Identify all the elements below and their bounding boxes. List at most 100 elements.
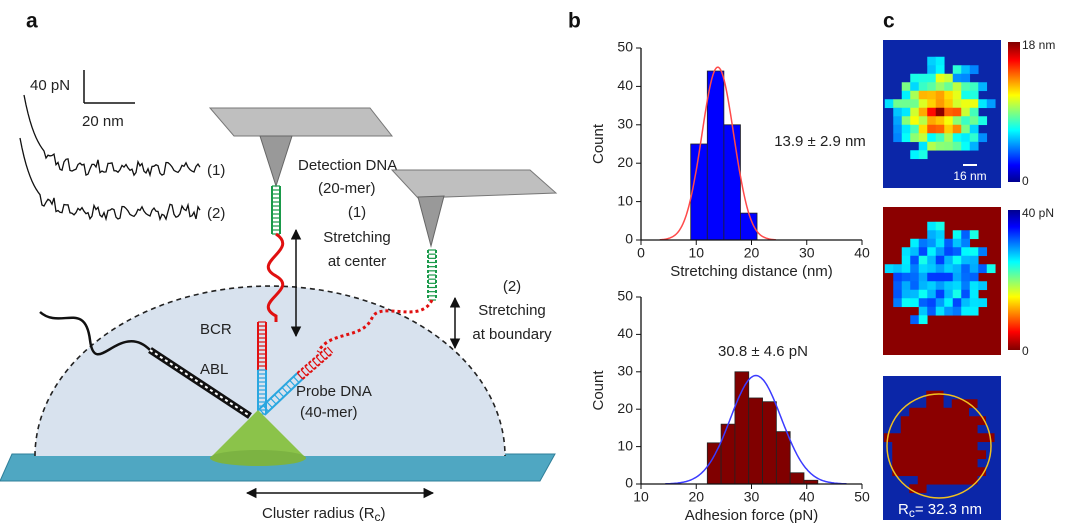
map-cell (969, 141, 979, 151)
map-cell (944, 99, 954, 109)
map-cell (926, 441, 936, 451)
map-cell (961, 230, 971, 240)
map-cell (961, 238, 971, 248)
map-cell (918, 141, 928, 151)
map-cell (893, 116, 903, 126)
map-cell (917, 484, 927, 494)
map-cell (917, 424, 927, 434)
axis-annotation: Cluster radius (Rc) (262, 505, 386, 524)
map-cell (935, 65, 945, 75)
map-cell (910, 90, 920, 100)
map-cell (927, 247, 937, 257)
y-tick-label: 10 (617, 437, 633, 453)
bar (706, 70, 725, 241)
scale-label: 16 nm (953, 169, 986, 183)
map-cell (909, 450, 919, 460)
panel-label: a (26, 10, 38, 33)
map-cell (927, 56, 937, 66)
map-cell (917, 450, 927, 460)
map-cell (892, 450, 902, 460)
map-cell (927, 99, 937, 109)
map-cell (978, 247, 988, 257)
map-cell (952, 298, 962, 308)
map-cell (961, 141, 971, 151)
map-cell (934, 458, 944, 468)
trace-label: (1) (207, 162, 225, 179)
y-tick-label: 50 (617, 39, 633, 55)
map-cell (900, 458, 910, 468)
map-cell (935, 221, 945, 231)
y-tick-label: 20 (617, 154, 633, 170)
y-tick-label: 30 (617, 363, 633, 379)
map-cell (943, 450, 953, 460)
map-cell (901, 255, 911, 265)
map-cell (952, 82, 962, 92)
map-cell (901, 298, 911, 308)
bar (720, 423, 736, 485)
map-cell (918, 315, 928, 325)
map-cell (926, 424, 936, 434)
map-cell (918, 306, 928, 316)
map-cell (918, 247, 928, 257)
dna-backbone (301, 352, 334, 380)
map-cell (934, 390, 944, 400)
map-cell (927, 124, 937, 134)
map-cell (961, 247, 971, 257)
map-cell (969, 133, 979, 143)
dna-base-pair (258, 408, 266, 416)
map-cell (952, 230, 962, 240)
map-cell (926, 450, 936, 460)
map-cell (909, 484, 919, 494)
map-cell (927, 238, 937, 248)
map-cell (968, 450, 978, 460)
map-cell (969, 124, 979, 134)
map-cell (968, 399, 978, 409)
y-tick-label: 40 (617, 77, 633, 93)
map-cell (944, 247, 954, 257)
x-axis-label: Stretching distance (nm) (670, 263, 833, 280)
map-cell (969, 264, 979, 274)
map-cell (935, 272, 945, 282)
map-cell (944, 289, 954, 299)
map-cell (893, 107, 903, 117)
annotation: Stretching (478, 302, 546, 319)
map-cell (910, 281, 920, 291)
map-cell (961, 82, 971, 92)
anchor-cone (210, 410, 306, 458)
map-cell (961, 298, 971, 308)
bar (723, 124, 741, 241)
map-cell (917, 458, 927, 468)
y-axis-label: Count (590, 370, 607, 411)
map-cell (952, 272, 962, 282)
map-cell (901, 99, 911, 109)
map-cell (927, 107, 937, 117)
dna-base-pair (293, 376, 300, 383)
dna-base-pair (285, 383, 292, 391)
map-cell (961, 116, 971, 126)
map-cell (910, 315, 920, 325)
map-cell (918, 107, 928, 117)
map-cell (951, 450, 961, 460)
bar (789, 472, 805, 485)
dna-base-pair (300, 369, 307, 377)
map-cell (893, 272, 903, 282)
map-cell (952, 65, 962, 75)
map-cell (910, 73, 920, 83)
map-cell (968, 416, 978, 426)
y-tick-label: 20 (617, 400, 633, 416)
map-cell (901, 247, 911, 257)
map-cell (951, 399, 961, 409)
map-cell (901, 90, 911, 100)
annotation: at center (328, 253, 386, 270)
map-cell (926, 467, 936, 477)
scale-label: 20 nm (82, 113, 124, 130)
map-cells (883, 390, 995, 494)
map-cell (917, 416, 927, 426)
dna-base-pair (270, 397, 277, 405)
dna-strand (316, 299, 434, 353)
fit-label: 13.9 ± 2.9 nm (774, 133, 866, 150)
map-cell (935, 133, 945, 143)
map-cell (918, 82, 928, 92)
map-cell (969, 107, 979, 117)
map-cell (977, 433, 987, 443)
